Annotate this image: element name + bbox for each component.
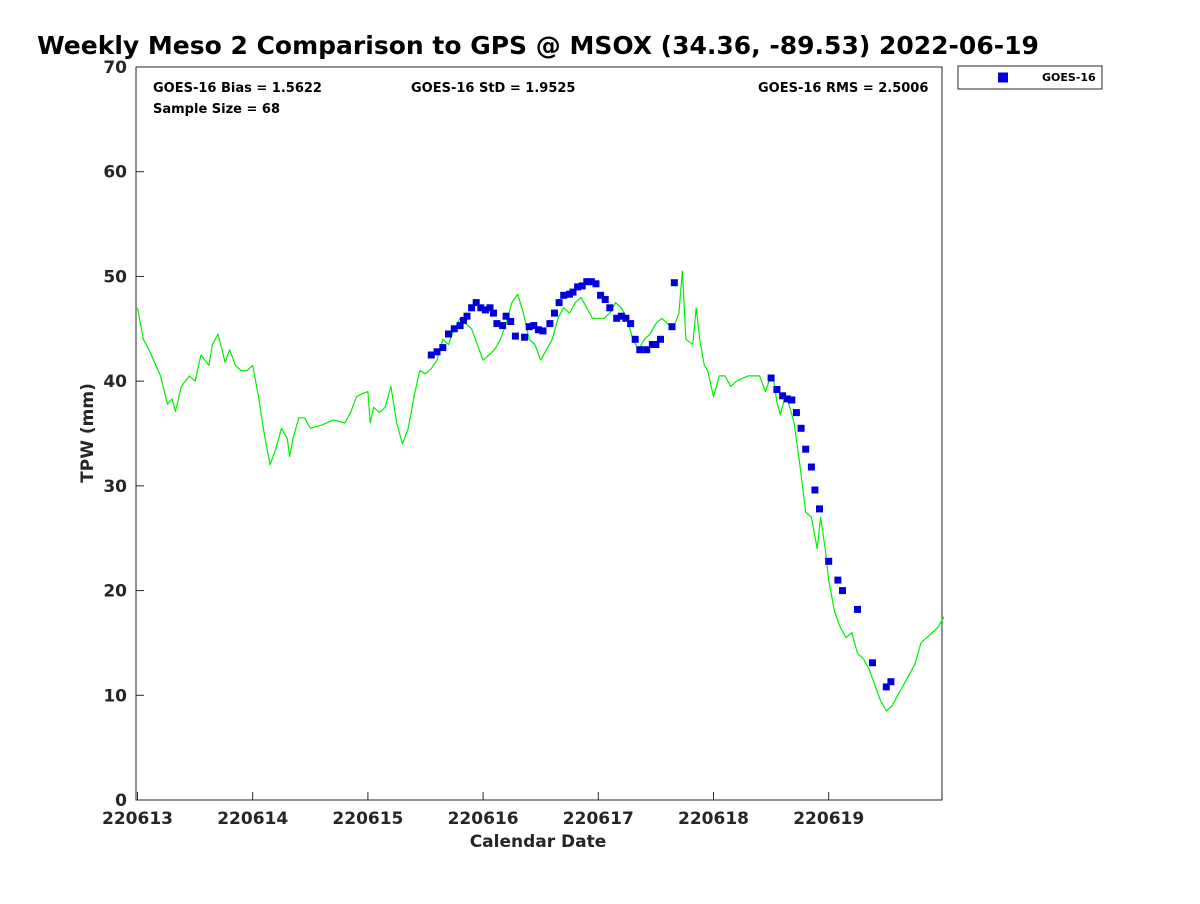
gps-series-line: [136, 270, 945, 712]
y-tick-label: 50: [103, 267, 127, 287]
x-tick-label: 220617: [563, 809, 634, 829]
goes16-data-point: [569, 288, 577, 296]
goes16-data-point: [555, 299, 563, 307]
goes16-data-point: [773, 386, 781, 393]
goes16-data-point: [445, 330, 452, 338]
goes16-data-point: [511, 332, 519, 340]
goes16-data-point: [450, 325, 458, 333]
goes16-data-point: [622, 314, 630, 322]
goes16-data-point: [502, 312, 510, 320]
x-tick-label: 220613: [102, 809, 173, 829]
goes16-data-point: [613, 314, 621, 322]
goes16-data-point: [825, 557, 833, 565]
goes16-data-point: [807, 463, 815, 471]
goes16-data-point: [560, 291, 568, 299]
goes16-data-point: [546, 320, 554, 328]
goes16-data-point: [601, 296, 609, 303]
goes16-data-point: [797, 424, 805, 432]
goes16-data-point: [854, 605, 861, 613]
std-stat: GOES-16 StD = 1.9525: [411, 81, 575, 96]
y-tick-label: 10: [103, 686, 127, 706]
x-tick-label: 220619: [793, 809, 864, 829]
goes16-data-point: [606, 304, 614, 312]
chart-title: Weekly Meso 2 Comparison to GPS @ MSOX (…: [37, 31, 1039, 60]
goes16-data-point: [617, 312, 625, 320]
goes16-data-point: [477, 304, 485, 312]
goes16-data-point: [816, 505, 823, 513]
rms-stat: GOES-16 RMS = 2.5006: [758, 81, 928, 96]
goes16-data-point: [779, 392, 787, 400]
plot-area: [135, 66, 943, 801]
y-tick-label: 60: [103, 163, 127, 183]
goes16-data-point: [456, 322, 464, 330]
goes16-data-point: [627, 320, 635, 328]
sample-size-stat: Sample Size = 68: [153, 102, 280, 117]
axis-ticks: 0 10 20 30 40 50 60 70 220613 220614 220615 220616 2…: [102, 58, 864, 829]
goes16-data-point: [525, 323, 533, 331]
y-tick-label: 40: [103, 372, 127, 392]
goes16-data-point: [657, 335, 664, 343]
goes16-data-point: [887, 678, 895, 686]
goes16-data-point: [587, 278, 595, 286]
goes16-data-point: [433, 348, 441, 356]
goes16-data-point: [486, 304, 494, 312]
goes16-data-point: [882, 683, 890, 691]
goes16-data-point: [583, 278, 591, 286]
y-tick-label: 30: [103, 477, 127, 497]
goes16-data-point: [788, 396, 796, 404]
goes16-data-point: [636, 346, 644, 354]
goes16-data-point: [652, 341, 660, 348]
goes16-data-point: [631, 335, 639, 343]
goes16-data-point: [521, 333, 529, 341]
legend-box: [957, 65, 1103, 90]
goes16-data-point: [539, 327, 547, 335]
goes16-data-point: [767, 374, 775, 382]
goes16-data-point: [551, 309, 558, 317]
goes16-data-point: [578, 282, 586, 290]
goes16-data-point: [427, 351, 435, 359]
goes16-data-point: [643, 346, 651, 354]
goes16-data-point: [592, 280, 600, 288]
goes16-data-point: [811, 486, 819, 494]
legend: GOES-16: [957, 65, 1103, 90]
goes16-data-point: [597, 291, 605, 299]
goes16-data-point: [439, 344, 447, 352]
goes16-data-point: [493, 320, 501, 328]
goes16-data-point: [869, 659, 876, 667]
goes16-data-point: [574, 283, 582, 291]
x-axis-label: Calendar Date: [470, 832, 607, 852]
goes16-data-point: [460, 316, 467, 324]
series-layer: [136, 270, 945, 712]
x-tick-label: 220615: [332, 809, 403, 829]
y-tick-label: 20: [103, 582, 127, 602]
goes16-data-point: [783, 395, 791, 403]
goes16-data-point: [839, 587, 846, 595]
goes16-data-point: [792, 409, 800, 417]
x-tick-label: 220614: [217, 809, 288, 829]
x-tick-label: 220618: [678, 809, 749, 829]
legend-marker-goes16: [998, 72, 1008, 83]
x-tick-label: 220616: [448, 809, 519, 829]
goes16-data-point: [463, 312, 471, 320]
goes16-data-point: [468, 304, 476, 312]
goes16-data-point: [834, 576, 842, 584]
goes16-data-point: [534, 326, 542, 334]
goes16-data-point: [668, 323, 676, 331]
y-tick-label: 70: [103, 58, 127, 78]
y-tick-label: 0: [115, 791, 127, 811]
goes16-data-point: [472, 299, 480, 307]
goes16-data-point: [802, 445, 810, 453]
goes16-data-point: [530, 322, 538, 330]
goes16-data-point: [499, 322, 507, 330]
goes16-data-point: [670, 279, 678, 287]
goes16-data-point: [490, 309, 497, 317]
goes16-data-point: [507, 318, 515, 325]
goes16-data-point: [481, 306, 489, 314]
y-axis-label: TPW (mm): [78, 383, 98, 483]
legend-label-goes16: GOES-16: [1042, 71, 1096, 84]
bias-stat: GOES-16 Bias = 1.5622: [153, 81, 322, 96]
